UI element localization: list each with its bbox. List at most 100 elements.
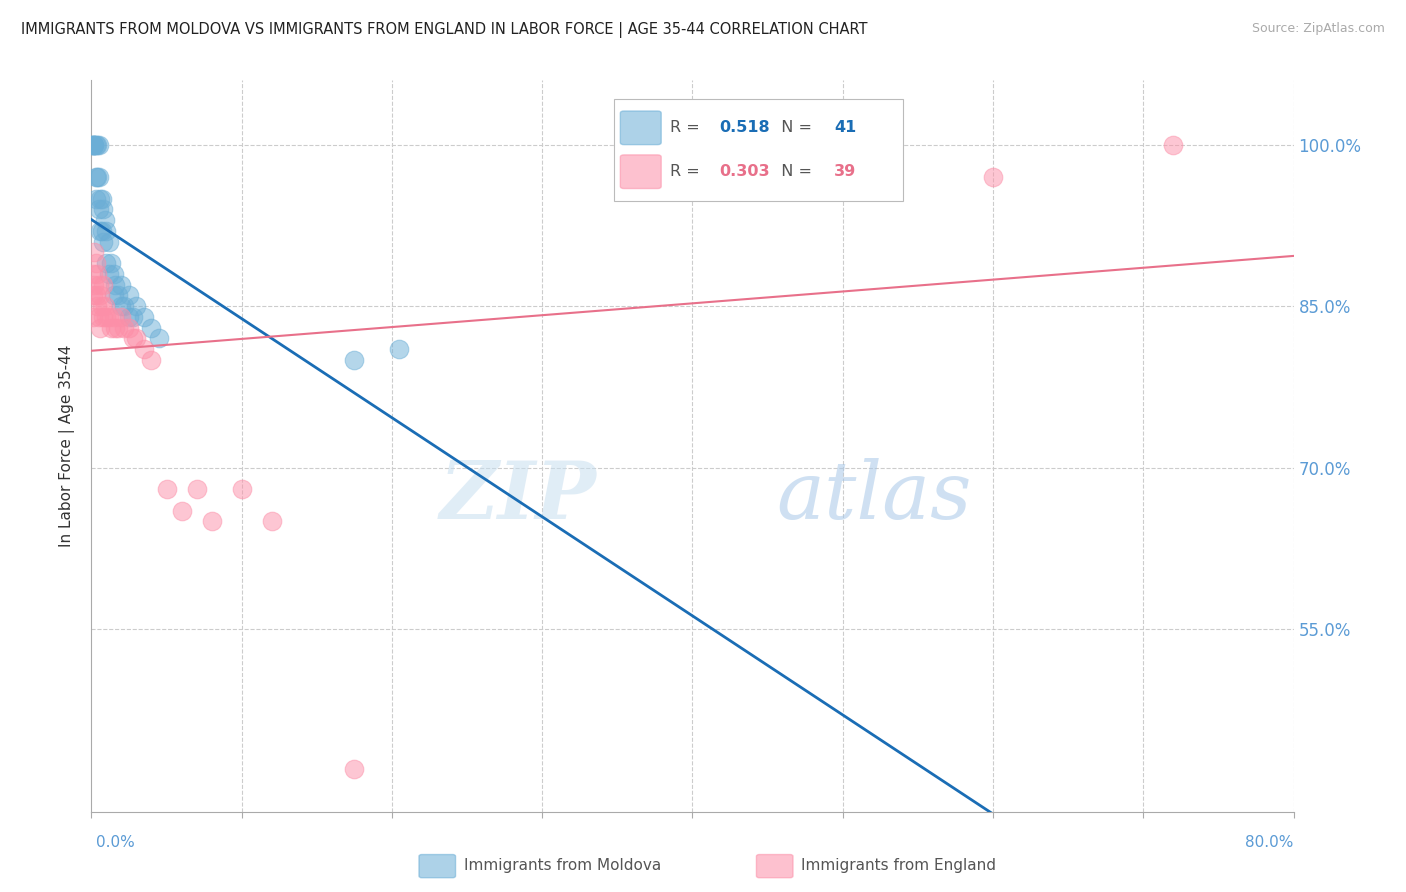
Point: [103, 267, 125, 281]
Point: [90, 224, 112, 238]
Point: [107, 288, 129, 302]
Text: Immigrants from England: Immigrants from England: [801, 858, 997, 872]
Point: [1161, 137, 1184, 152]
Point: [89, 224, 111, 238]
Point: [981, 170, 1004, 185]
Text: atlas: atlas: [776, 458, 972, 536]
Text: R =: R =: [669, 120, 704, 136]
Point: [118, 310, 141, 324]
Point: [87, 137, 110, 152]
Point: [87, 170, 110, 185]
Point: [103, 288, 125, 302]
Point: [83, 137, 105, 152]
Point: [132, 342, 155, 356]
FancyBboxPatch shape: [614, 99, 903, 201]
Text: 80.0%: 80.0%: [1246, 836, 1294, 850]
Point: [343, 762, 366, 776]
Point: [343, 353, 366, 368]
Point: [114, 320, 136, 334]
Point: [125, 299, 148, 313]
Point: [86, 170, 108, 185]
Point: [100, 320, 122, 334]
Point: [96, 256, 118, 270]
Point: [118, 288, 141, 302]
Point: [94, 213, 117, 227]
Point: [94, 299, 117, 313]
Point: [93, 235, 115, 249]
Point: [388, 342, 411, 356]
Point: [231, 482, 253, 496]
Point: [141, 320, 163, 334]
Text: R =: R =: [669, 164, 704, 179]
Point: [82, 310, 104, 324]
Point: [170, 503, 193, 517]
Text: IMMIGRANTS FROM MOLDOVA VS IMMIGRANTS FROM ENGLAND IN LABOR FORCE | AGE 35-44 CO: IMMIGRANTS FROM MOLDOVA VS IMMIGRANTS FR…: [21, 22, 868, 38]
Point: [107, 320, 129, 334]
Point: [86, 299, 108, 313]
Point: [98, 235, 121, 249]
Text: 39: 39: [834, 164, 856, 179]
Point: [90, 192, 112, 206]
Point: [148, 331, 170, 345]
Point: [141, 353, 163, 368]
Point: [82, 288, 104, 302]
Point: [125, 331, 148, 345]
Text: 0.0%: 0.0%: [96, 836, 135, 850]
Point: [82, 267, 104, 281]
Point: [118, 320, 141, 334]
Point: [110, 299, 132, 313]
Y-axis label: In Labor Force | Age 35-44: In Labor Force | Age 35-44: [59, 345, 76, 547]
Text: 0.303: 0.303: [718, 164, 769, 179]
Point: [84, 170, 107, 185]
Point: [93, 277, 115, 292]
Text: N =: N =: [770, 164, 817, 179]
Point: [93, 202, 115, 217]
Point: [82, 137, 104, 152]
Point: [98, 267, 121, 281]
Text: ZIP: ZIP: [440, 458, 596, 536]
Point: [84, 137, 107, 152]
Point: [110, 310, 132, 324]
Point: [104, 320, 127, 334]
Text: Source: ZipAtlas.com: Source: ZipAtlas.com: [1251, 22, 1385, 36]
Point: [90, 299, 112, 313]
Point: [186, 482, 208, 496]
Text: N =: N =: [770, 120, 817, 136]
Point: [87, 310, 110, 324]
Point: [96, 310, 118, 324]
Point: [86, 137, 108, 152]
Text: 0.518: 0.518: [718, 120, 769, 136]
Point: [122, 331, 145, 345]
Point: [86, 267, 108, 281]
Text: 41: 41: [834, 120, 856, 136]
Point: [87, 277, 110, 292]
Point: [89, 192, 111, 206]
Point: [104, 277, 127, 292]
Point: [82, 137, 104, 152]
Point: [100, 256, 122, 270]
Point: [83, 137, 105, 152]
Point: [84, 288, 107, 302]
Point: [98, 310, 121, 324]
Point: [93, 310, 115, 324]
Point: [84, 256, 107, 270]
FancyBboxPatch shape: [620, 111, 661, 145]
Point: [89, 320, 111, 334]
Text: Immigrants from Moldova: Immigrants from Moldova: [464, 858, 661, 872]
Point: [103, 310, 125, 324]
Point: [110, 277, 132, 292]
Point: [114, 299, 136, 313]
FancyBboxPatch shape: [620, 155, 661, 188]
Point: [82, 137, 104, 152]
Point: [96, 224, 118, 238]
Point: [89, 288, 111, 302]
Point: [132, 310, 155, 324]
Point: [201, 514, 224, 528]
Point: [155, 482, 177, 496]
Point: [84, 192, 107, 206]
Point: [122, 310, 145, 324]
Point: [83, 245, 105, 260]
Point: [260, 514, 283, 528]
Point: [83, 277, 105, 292]
Point: [87, 202, 110, 217]
